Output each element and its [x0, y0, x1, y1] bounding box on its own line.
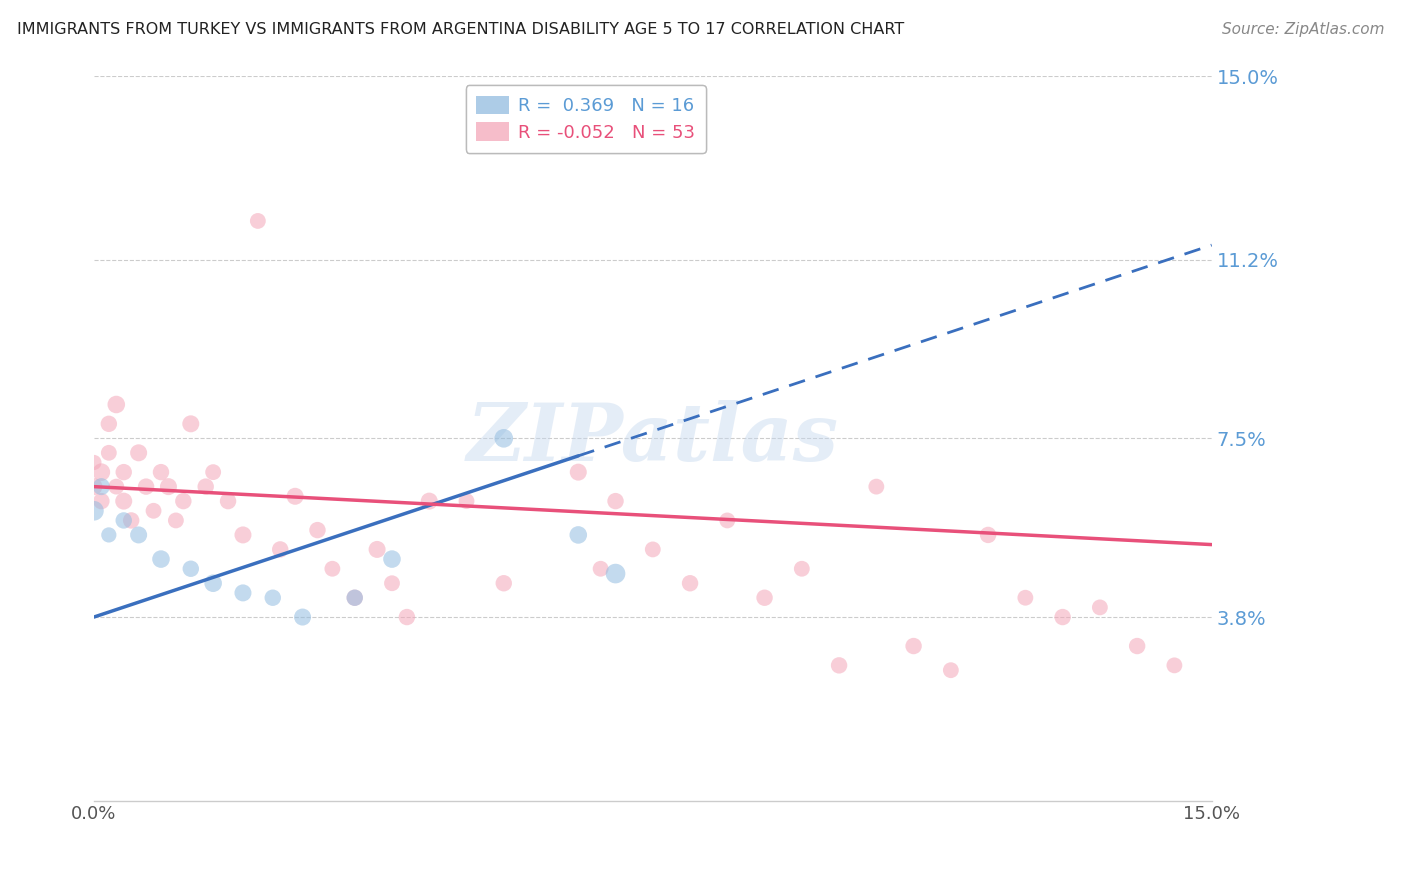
Point [977, 528, 1000, 542]
Point [97, 417, 120, 431]
Point [492, 431, 515, 445]
Point [202, 576, 225, 591]
Point [150, 465, 173, 479]
Point [142, 504, 165, 518]
Point [128, 528, 150, 542]
Point [284, 489, 307, 503]
Point [90, 494, 112, 508]
Point [112, 513, 135, 527]
Point [97, 446, 120, 460]
Point [232, 528, 254, 542]
Point [605, 494, 627, 508]
Point [202, 465, 225, 479]
Text: Source: ZipAtlas.com: Source: ZipAtlas.com [1222, 22, 1385, 37]
Point [262, 591, 284, 605]
Point [150, 552, 173, 566]
Point [381, 552, 404, 566]
Point [307, 523, 329, 537]
Point [716, 513, 738, 527]
Point [180, 417, 202, 431]
Point [217, 494, 239, 508]
Point [641, 542, 664, 557]
Point [828, 658, 851, 673]
Point [343, 591, 366, 605]
Point [366, 542, 388, 557]
Point [605, 566, 627, 581]
Point [1088, 600, 1111, 615]
Point [180, 562, 202, 576]
Point [157, 480, 180, 494]
Point [1014, 591, 1036, 605]
Point [291, 610, 314, 624]
Point [165, 513, 187, 527]
Point [754, 591, 776, 605]
Point [83, 504, 105, 518]
Point [1163, 658, 1185, 673]
Point [246, 214, 269, 228]
Point [194, 480, 217, 494]
Point [456, 494, 478, 508]
Point [679, 576, 702, 591]
Point [903, 639, 925, 653]
Point [90, 480, 112, 494]
Point [128, 446, 150, 460]
Point [120, 513, 142, 527]
Text: IMMIGRANTS FROM TURKEY VS IMMIGRANTS FROM ARGENTINA DISABILITY AGE 5 TO 17 CORRE: IMMIGRANTS FROM TURKEY VS IMMIGRANTS FRO… [17, 22, 904, 37]
Legend: R =  0.369   N = 16, R = -0.052   N = 53: R = 0.369 N = 16, R = -0.052 N = 53 [465, 85, 706, 153]
Point [567, 528, 589, 542]
Point [865, 480, 887, 494]
Point [589, 562, 612, 576]
Point [172, 494, 194, 508]
Point [97, 528, 120, 542]
Point [83, 455, 105, 469]
Text: ZIPatlas: ZIPatlas [467, 400, 839, 477]
Point [381, 576, 404, 591]
Point [112, 494, 135, 508]
Point [135, 480, 157, 494]
Point [112, 465, 135, 479]
Point [790, 562, 813, 576]
Point [83, 480, 105, 494]
Point [90, 465, 112, 479]
Point [105, 480, 128, 494]
Point [232, 586, 254, 600]
Point [567, 465, 589, 479]
Point [343, 591, 366, 605]
Point [492, 576, 515, 591]
Point [395, 610, 418, 624]
Point [1052, 610, 1074, 624]
Point [939, 663, 962, 677]
Point [105, 397, 128, 411]
Point [321, 562, 343, 576]
Point [418, 494, 440, 508]
Point [1126, 639, 1149, 653]
Point [269, 542, 291, 557]
